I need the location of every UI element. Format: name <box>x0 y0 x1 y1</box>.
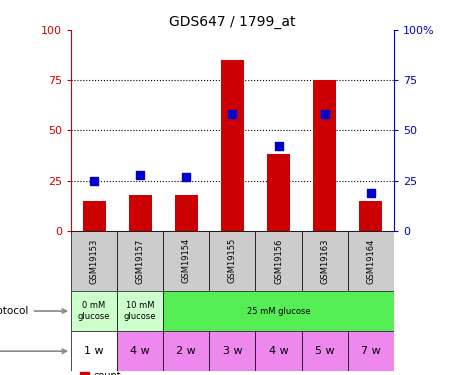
Bar <box>256 231 302 291</box>
Point <box>275 143 282 149</box>
Bar <box>313 80 336 231</box>
Bar <box>117 231 163 291</box>
Bar <box>348 231 394 291</box>
Bar <box>71 291 117 331</box>
Bar <box>302 331 348 371</box>
Bar <box>117 291 163 331</box>
Bar <box>82 201 106 231</box>
Point <box>321 111 328 117</box>
Text: GSM19163: GSM19163 <box>320 238 329 284</box>
Text: GSM19155: GSM19155 <box>228 238 237 284</box>
Text: GSM19153: GSM19153 <box>90 238 98 284</box>
Bar <box>175 195 198 231</box>
Bar <box>209 331 256 371</box>
Bar <box>209 231 256 291</box>
Text: 3 w: 3 w <box>223 346 242 356</box>
Bar <box>163 291 394 331</box>
Text: GSM19154: GSM19154 <box>182 238 191 284</box>
Legend: count, percentile rank within the sample: count, percentile rank within the sample <box>76 367 262 375</box>
Bar <box>117 331 163 371</box>
Text: growth protocol: growth protocol <box>0 306 66 316</box>
Bar <box>71 331 117 371</box>
Bar <box>163 331 209 371</box>
Text: 0 mM
glucose: 0 mM glucose <box>78 302 110 321</box>
Text: 7 w: 7 w <box>361 346 381 356</box>
Bar <box>267 154 290 231</box>
Text: GSM19157: GSM19157 <box>136 238 145 284</box>
Text: 4 w: 4 w <box>131 346 150 356</box>
Text: 5 w: 5 w <box>315 346 334 356</box>
Text: 2 w: 2 w <box>176 346 196 356</box>
Bar <box>348 331 394 371</box>
Text: 4 w: 4 w <box>269 346 289 356</box>
Bar <box>221 60 244 231</box>
Point <box>90 177 98 183</box>
Point <box>367 190 375 196</box>
Title: GDS647 / 1799_at: GDS647 / 1799_at <box>169 15 296 29</box>
Text: time: time <box>0 346 66 356</box>
Bar <box>129 195 152 231</box>
Bar <box>256 331 302 371</box>
Bar <box>302 231 348 291</box>
Text: 10 mM
glucose: 10 mM glucose <box>124 302 157 321</box>
Text: 1 w: 1 w <box>84 346 104 356</box>
Bar <box>359 201 382 231</box>
Point <box>136 171 144 177</box>
Point <box>183 174 190 180</box>
Point <box>229 111 236 117</box>
Text: GSM19164: GSM19164 <box>366 238 375 284</box>
Bar <box>163 231 209 291</box>
Text: 25 mM glucose: 25 mM glucose <box>247 306 311 315</box>
Text: GSM19156: GSM19156 <box>274 238 283 284</box>
Bar <box>71 231 117 291</box>
